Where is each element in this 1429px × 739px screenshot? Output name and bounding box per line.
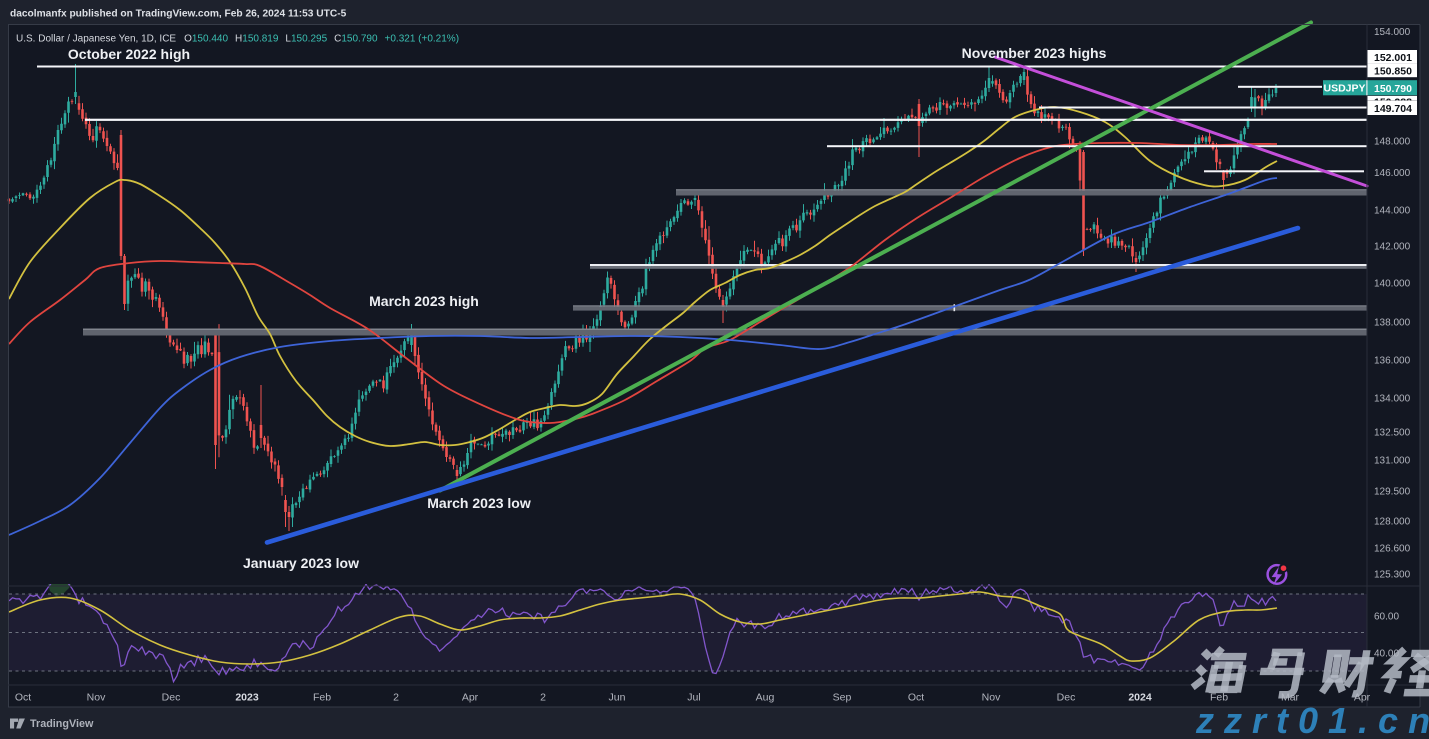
svg-text:Jun: Jun	[609, 692, 626, 704]
svg-text:142.000: 142.000	[1374, 242, 1411, 253]
svg-text:134.000: 134.000	[1374, 394, 1411, 405]
svg-text:Feb: Feb	[1210, 692, 1228, 704]
svg-text:Apr: Apr	[462, 692, 479, 704]
svg-text:129.500: 129.500	[1374, 487, 1411, 498]
svg-text:128.000: 128.000	[1374, 517, 1411, 528]
svg-text:Oct: Oct	[15, 692, 31, 704]
svg-text:January 2023 low: January 2023 low	[243, 555, 359, 571]
svg-text:136.000: 136.000	[1374, 356, 1411, 367]
svg-text:150.790: 150.790	[1374, 83, 1412, 95]
svg-text:140.000: 140.000	[1374, 279, 1411, 290]
svg-text:Nov: Nov	[87, 692, 106, 704]
svg-text:150.850: 150.850	[1374, 65, 1412, 77]
svg-text:U.S. Dollar / Japanese Yen, 1D: U.S. Dollar / Japanese Yen, 1D, ICE O150.…	[16, 34, 459, 45]
svg-text:TradingView: TradingView	[30, 718, 94, 730]
svg-text:Dec: Dec	[162, 692, 181, 704]
svg-text:40.00: 40.00	[1374, 649, 1399, 660]
svg-text:125.300: 125.300	[1374, 570, 1411, 581]
svg-text:2024: 2024	[1128, 692, 1152, 704]
svg-text:dacolmanfx published on Tradin: dacolmanfx published on TradingView.com,…	[10, 9, 347, 20]
svg-text:131.000: 131.000	[1374, 456, 1411, 467]
svg-text:Feb: Feb	[313, 692, 331, 704]
svg-text:2023: 2023	[235, 692, 259, 704]
svg-text:November 2023 highs: November 2023 highs	[962, 45, 1107, 61]
svg-text:Jul: Jul	[687, 692, 700, 704]
svg-text:148.000: 148.000	[1374, 137, 1411, 148]
svg-text:USDJPY: USDJPY	[1323, 83, 1365, 95]
svg-text:132.500: 132.500	[1374, 428, 1411, 439]
svg-text:Dec: Dec	[1057, 692, 1076, 704]
svg-text:March 2023 high: March 2023 high	[369, 293, 479, 309]
svg-text:2: 2	[393, 692, 399, 704]
svg-text:150.288: 150.288	[1374, 97, 1412, 109]
svg-text:Oct: Oct	[908, 692, 924, 704]
svg-text:Nov: Nov	[982, 692, 1001, 704]
svg-text:October 2022 high: October 2022 high	[68, 46, 190, 62]
svg-text:152.001: 152.001	[1374, 52, 1412, 64]
svg-text:149.704: 149.704	[1374, 103, 1412, 115]
svg-text:March 2023 low: March 2023 low	[427, 495, 531, 511]
svg-text:144.000: 144.000	[1374, 206, 1411, 217]
svg-text:60.00: 60.00	[1374, 612, 1399, 623]
svg-text:146.000: 146.000	[1374, 168, 1411, 179]
svg-text:zzrt01.cn: zzrt01.cn	[1195, 700, 1429, 739]
svg-text:Aug: Aug	[756, 692, 775, 704]
svg-text:138.000: 138.000	[1374, 318, 1411, 329]
svg-text:2: 2	[540, 692, 546, 704]
svg-text:Sep: Sep	[833, 692, 852, 704]
svg-text:126.600: 126.600	[1374, 544, 1411, 555]
svg-text:154.000: 154.000	[1374, 27, 1411, 38]
